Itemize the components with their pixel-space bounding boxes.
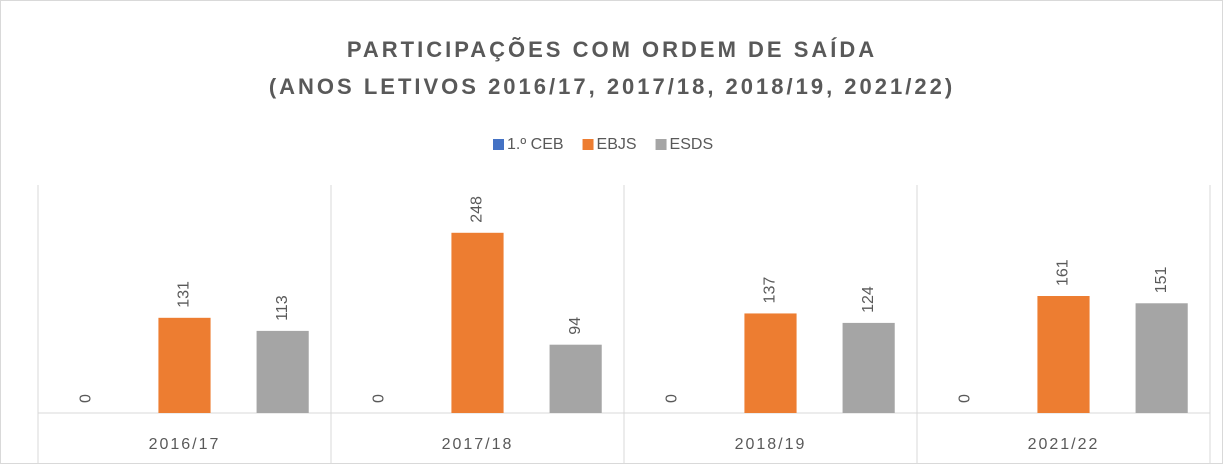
legend-swatch bbox=[582, 139, 594, 150]
x-tick-label: 2016/17 bbox=[149, 436, 221, 453]
data-label: 113 bbox=[274, 295, 291, 321]
bar bbox=[256, 330, 309, 413]
bar bbox=[842, 322, 895, 413]
x-tick-label: 2018/19 bbox=[735, 436, 807, 453]
legend-label: EBJS bbox=[597, 136, 637, 153]
legend-swatch bbox=[655, 139, 667, 150]
legend-label: 1.º CEB bbox=[507, 136, 564, 153]
data-label: 0 bbox=[957, 394, 974, 403]
data-label: 0 bbox=[664, 394, 681, 403]
chart-title: PARTICIPAÇÕES COM ORDEM DE SAÍDA bbox=[347, 37, 877, 62]
data-label: 0 bbox=[78, 394, 95, 403]
legend-swatch bbox=[493, 139, 504, 150]
chart-subtitle: (ANOS LETIVOS 2016/17, 2017/18, 2018/19,… bbox=[269, 74, 955, 99]
data-label: 248 bbox=[469, 196, 486, 223]
bar bbox=[744, 313, 797, 413]
bar bbox=[158, 317, 211, 413]
legend-label: ESDS bbox=[670, 136, 714, 153]
bar bbox=[1135, 303, 1188, 413]
data-label: 161 bbox=[1055, 259, 1072, 286]
bar bbox=[451, 232, 504, 413]
x-tick-label: 2021/22 bbox=[1028, 436, 1100, 453]
bar bbox=[549, 344, 602, 413]
data-label: 94 bbox=[567, 317, 584, 335]
bar bbox=[1037, 296, 1090, 413]
data-label: 131 bbox=[176, 281, 193, 308]
data-label: 0 bbox=[371, 394, 388, 403]
data-label: 124 bbox=[860, 286, 877, 313]
data-label: 137 bbox=[762, 277, 779, 304]
x-tick-label: 2017/18 bbox=[442, 436, 514, 453]
data-label: 151 bbox=[1153, 266, 1170, 293]
